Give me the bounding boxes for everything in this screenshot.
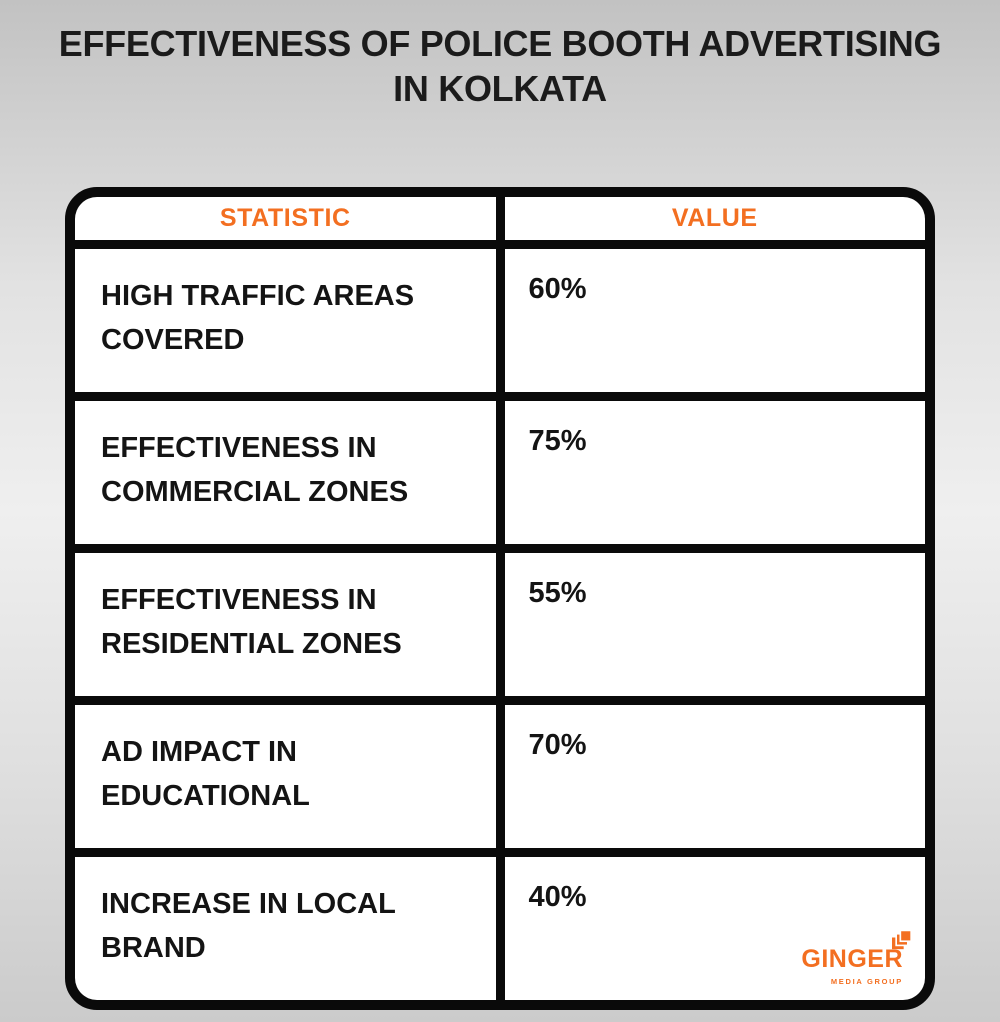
- logo-subtitle-text: MEDIA GROUP: [830, 977, 903, 986]
- column-header-statistic: STATISTIC: [75, 197, 496, 240]
- statistic-cell-3: AD IMPACT IN EDUCATIONAL: [75, 705, 496, 848]
- ginger-media-group-logo: GINGER MEDIA GROUP: [801, 930, 912, 986]
- statistic-cell-0: HIGH TRAFFIC AREAS COVERED: [75, 249, 496, 392]
- layered-squares-icon: [892, 930, 912, 950]
- statistic-cell-4: INCREASE IN LOCAL BRAND: [75, 857, 496, 1000]
- column-header-value: VALUE: [504, 197, 925, 240]
- page-title: EFFECTIVENESS OF POLICE BOOTH ADVERTISIN…: [10, 22, 990, 111]
- statistic-cell-1: EFFECTIVENESS IN COMMERCIAL ZONES: [75, 401, 496, 544]
- logo-wordmark: GINGER: [801, 930, 912, 973]
- value-cell-3: 70%: [504, 705, 925, 848]
- value-cell-4: 40% GINGER MEDIA GROUP: [504, 857, 925, 1000]
- page-title-line1: EFFECTIVENESS OF POLICE BOOTH ADVERTISIN…: [58, 23, 942, 64]
- value-cell-4-text: 40%: [528, 881, 587, 913]
- statistic-cell-2: EFFECTIVENESS IN RESIDENTIAL ZONES: [75, 553, 496, 696]
- page-title-line2: IN KOLKATA: [393, 67, 607, 109]
- logo-name-text: GINGER: [801, 945, 903, 973]
- value-cell-0: 60%: [504, 249, 925, 392]
- value-cell-2: 55%: [504, 553, 925, 696]
- statistics-table: STATISTIC VALUE HIGH TRAFFIC AREAS COVER…: [65, 187, 935, 1010]
- value-cell-1: 75%: [504, 401, 925, 544]
